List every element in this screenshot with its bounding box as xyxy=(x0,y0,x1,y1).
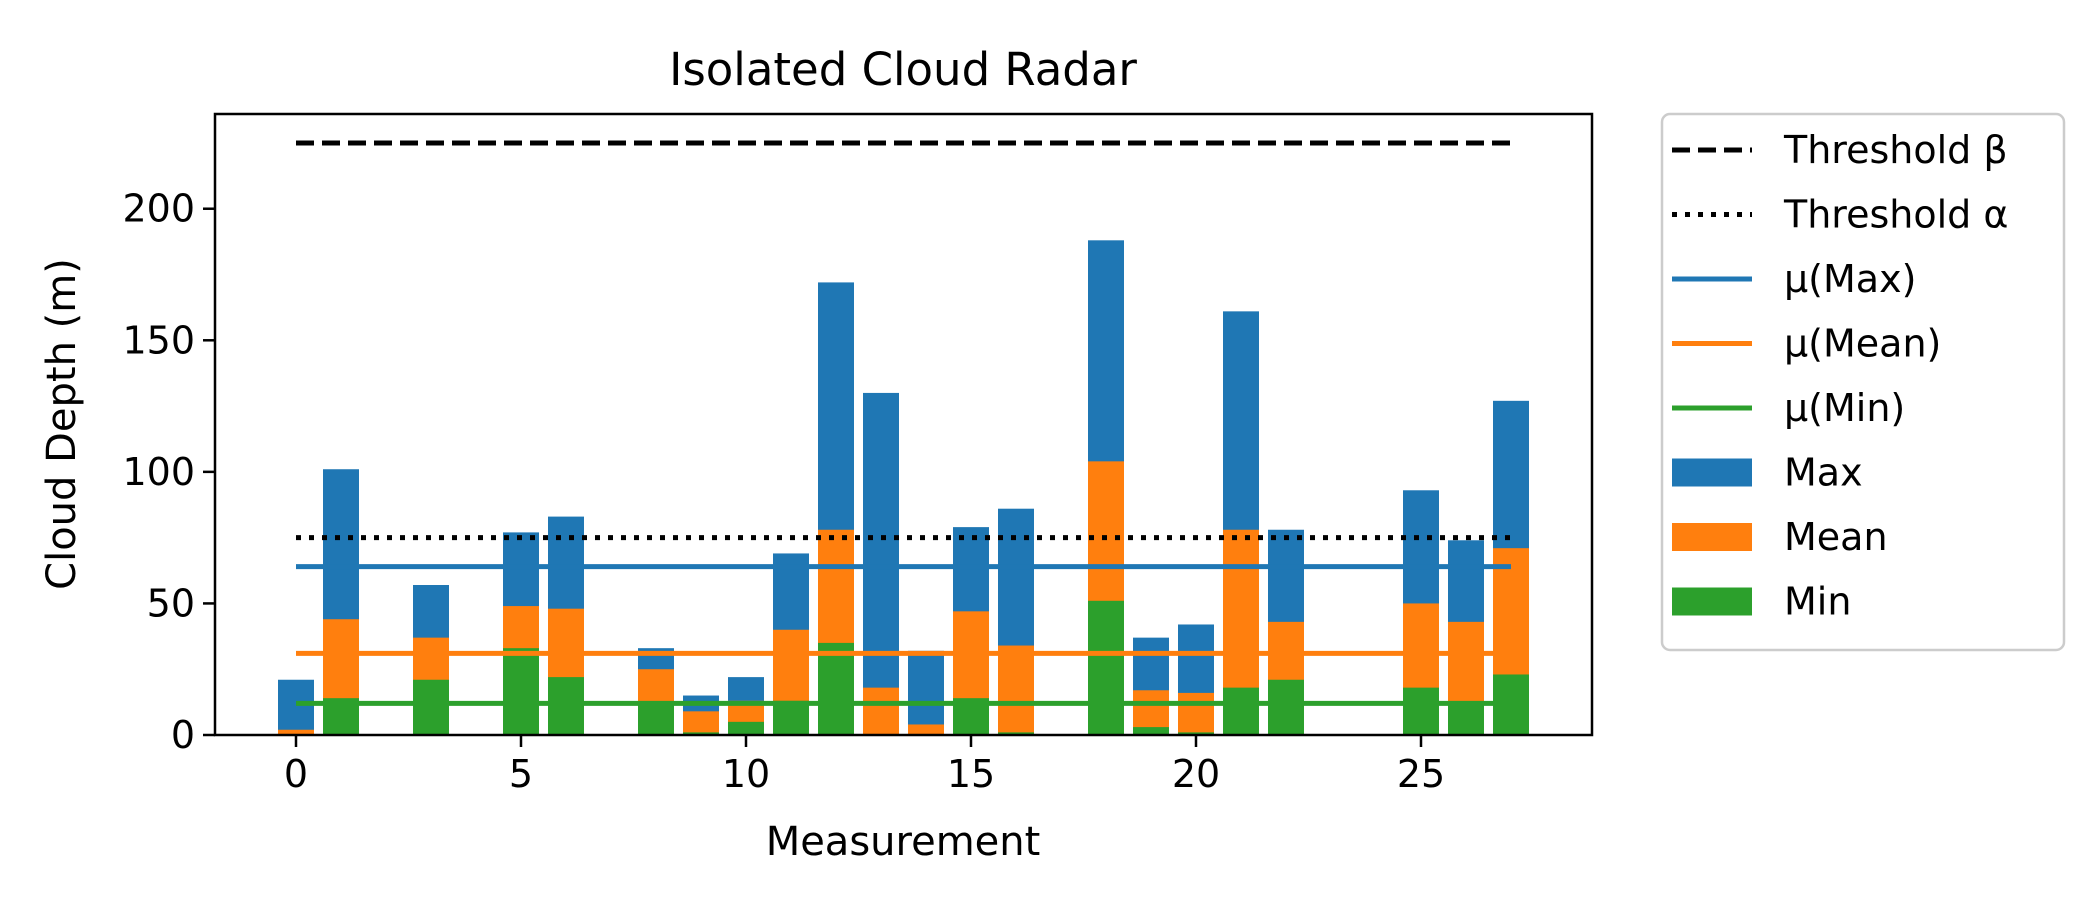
y-tick-label-100: 100 xyxy=(122,450,195,494)
chart-title: Isolated Cloud Radar xyxy=(669,43,1137,96)
legend-label-threshold: Threshold β xyxy=(1783,128,2008,172)
bar-min-21 xyxy=(1223,687,1259,735)
bar-min-6 xyxy=(548,677,584,735)
legend-swatch-mean xyxy=(1672,523,1752,551)
bar-min-8 xyxy=(638,703,674,735)
legend-label-min: μ(Min) xyxy=(1784,386,1905,430)
legend-swatch-min xyxy=(1672,587,1752,616)
bar-min-16 xyxy=(998,732,1034,735)
legend-label-max: μ(Max) xyxy=(1784,257,1916,301)
x-tick-label-25: 25 xyxy=(1397,752,1445,796)
bar-min-5 xyxy=(503,648,539,735)
bar-mean-0 xyxy=(278,729,314,735)
legend-label-min: Min xyxy=(1784,580,1851,624)
bar-mean-20 xyxy=(1178,692,1214,735)
legend-frame xyxy=(1660,112,2066,652)
bar-min-25 xyxy=(1403,687,1439,735)
bar-max-0 xyxy=(278,679,314,735)
x-tick-label-10: 10 xyxy=(722,752,770,796)
bar-min-11 xyxy=(773,700,809,735)
bar-max-13 xyxy=(863,392,899,735)
bar-min-10 xyxy=(728,721,764,735)
legend-label-mean: μ(Mean) xyxy=(1784,322,1941,366)
bar-min-22 xyxy=(1268,679,1304,735)
bar-mean-13 xyxy=(863,687,899,735)
y-axis-label: Cloud Depth (m) xyxy=(39,258,85,590)
x-tick-label-20: 20 xyxy=(1172,752,1220,796)
bar-min-9 xyxy=(683,732,719,735)
x-tick-label-0: 0 xyxy=(284,752,308,796)
x-tick-label-5: 5 xyxy=(509,752,533,796)
y-axis-ticks: 0 50 100 150 200 xyxy=(122,187,215,757)
x-axis-label: Measurement xyxy=(766,819,1041,865)
y-tick-label-200: 200 xyxy=(122,187,195,231)
bar-min-20 xyxy=(1178,732,1214,735)
y-tick-label-50: 50 xyxy=(147,581,195,625)
bar-mean-16 xyxy=(998,645,1034,735)
bar-min-19 xyxy=(1133,727,1169,735)
reference-lines-layer xyxy=(296,140,1511,706)
legend-label-mean: Mean xyxy=(1784,515,1888,559)
bar-min-18 xyxy=(1088,600,1124,735)
bar-max-14 xyxy=(908,650,944,735)
x-tick-label-15: 15 xyxy=(947,752,995,796)
bar-mean-14 xyxy=(908,724,944,735)
bar-min-26 xyxy=(1448,703,1484,735)
bar-mean-9 xyxy=(683,711,719,735)
legend: Threshold β Threshold α μ(Max) μ(Mean) μ(Min… xyxy=(1660,112,2066,652)
y-tick-label-150: 150 xyxy=(122,318,195,362)
legend-label-max: Max xyxy=(1784,451,1863,495)
y-tick-label-0: 0 xyxy=(171,713,195,757)
legend-swatch-max xyxy=(1672,458,1752,487)
bar-min-12 xyxy=(818,642,854,735)
plot-frame xyxy=(213,112,1594,737)
legend-label-threshold: Threshold α xyxy=(1783,193,2008,237)
x-axis-ticks: 0 5 10 15 20 25 xyxy=(284,735,1445,796)
bar-min-3 xyxy=(413,679,449,735)
